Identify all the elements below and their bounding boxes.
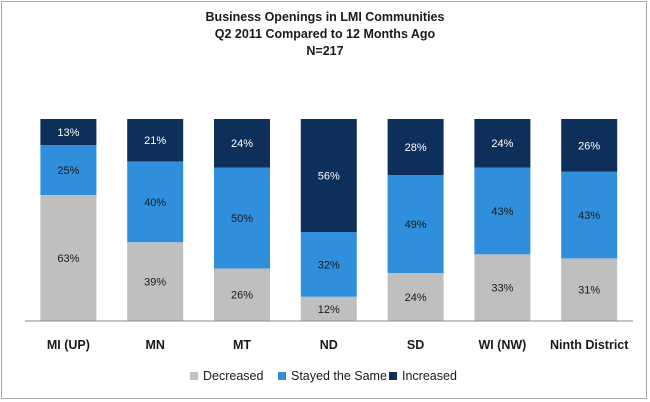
data-label-nd-increased: 56% — [318, 171, 340, 183]
category-label-mn: MN — [145, 338, 164, 352]
data-label-ninth-district-stayed-the-same: 43% — [578, 210, 600, 222]
bar-wi-nw-stayed-the-same — [474, 167, 531, 255]
category-labels: MI (UP) MN MT ND SD WI (NW) Ninth District — [47, 338, 629, 352]
data-label-mt-decreased: 26% — [231, 290, 253, 302]
data-label-mt-increased: 24% — [231, 138, 253, 150]
bar-ninth-district-decreased — [561, 258, 618, 321]
bar-wi-nw-increased — [474, 119, 531, 168]
bar-mt-decreased — [214, 268, 270, 321]
data-label-wi-nw-stayed-the-same: 43% — [491, 206, 513, 218]
data-label-ninth-district-decreased: 31% — [578, 285, 600, 297]
bar-mt-stayed-the-same — [214, 167, 270, 269]
legend-swatch-stayed-the-same — [278, 372, 286, 380]
bar-ninth-district-increased — [561, 119, 618, 172]
bar-mi-up-increased — [40, 119, 97, 145]
data-label-wi-nw-increased: 24% — [491, 138, 513, 150]
data-label-mt-stayed-the-same: 50% — [231, 213, 253, 225]
legend-label-decreased: Decreased — [203, 369, 263, 383]
legend: Decreased Stayed the Same Increased — [190, 369, 457, 383]
legend-label-stayed-the-same: Stayed the Same — [291, 369, 387, 383]
bar-wi-nw-decreased — [474, 254, 531, 321]
chart-title: Business Openings in LMI Communities — [205, 10, 445, 24]
bar-nd-decreased — [300, 296, 357, 321]
data-label-sd-stayed-the-same: 49% — [405, 219, 427, 231]
category-label-sd: SD — [407, 338, 424, 352]
bar-sd-increased — [387, 119, 444, 175]
data-label-mi-up-stayed-the-same: 25% — [57, 165, 79, 177]
legend-label-increased: Increased — [402, 369, 457, 383]
bar-mt-increased — [214, 119, 270, 168]
bar-sd-stayed-the-same — [387, 175, 444, 273]
category-label-mt: MT — [233, 338, 251, 352]
chart-subtitle: Q2 2011 Compared to 12 Months Ago — [214, 27, 436, 41]
bar-nd-increased — [300, 119, 357, 233]
bar-mn-stayed-the-same — [127, 161, 184, 243]
legend-swatch-decreased — [190, 372, 198, 380]
data-label-mn-increased: 21% — [144, 135, 166, 147]
bar-mi-up-stayed-the-same — [40, 145, 97, 195]
bar-ninth-district-stayed-the-same — [561, 171, 618, 259]
chart-sample-size: N=217 — [306, 44, 344, 58]
data-label-wi-nw-decreased: 33% — [491, 283, 513, 295]
data-label-sd-decreased: 24% — [405, 292, 427, 304]
legend-swatch-increased — [389, 372, 397, 380]
bar-mn-increased — [127, 119, 184, 162]
data-label-nd-decreased: 12% — [318, 304, 340, 316]
data-label-nd-stayed-the-same: 32% — [318, 259, 340, 271]
data-label-mn-decreased: 39% — [144, 277, 166, 289]
category-label-mi-up: MI (UP) — [47, 338, 90, 352]
chart-titles: Business Openings in LMI Communities Q2 … — [0, 9, 650, 60]
bar-mn-decreased — [127, 242, 184, 321]
bar-mi-up-decreased — [40, 195, 97, 321]
bar-sd-decreased — [387, 273, 444, 321]
category-label-nd: ND — [320, 338, 338, 352]
data-label-mi-up-increased: 13% — [57, 127, 79, 139]
data-label-sd-increased: 28% — [405, 142, 427, 154]
data-label-ninth-district-increased: 26% — [578, 140, 600, 152]
bars-group: 63% 25% 13% 39% 40% 21% 26% 50% 24% 12% 32% 56% 24% 4… — [40, 119, 618, 321]
data-label-mi-up-decreased: 63% — [57, 253, 79, 265]
data-label-mn-stayed-the-same: 40% — [144, 197, 166, 209]
category-label-wi-nw: WI (NW) — [478, 338, 526, 352]
bar-nd-stayed-the-same — [300, 232, 357, 297]
category-label-ninth-district: Ninth District — [550, 338, 629, 352]
